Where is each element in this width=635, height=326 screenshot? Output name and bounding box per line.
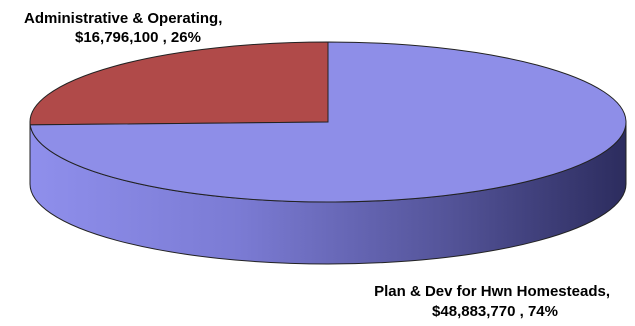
slice-label-admin-line1: Administrative & Operating, [24, 10, 222, 27]
slice-admin-operating [29, 41, 329, 126]
slice-label-admin-line2: $16,796,100 , 26% [75, 29, 201, 46]
slice-plan-dev [29, 41, 627, 203]
slice-label-plan-line1: Plan & Dev for Hwn Homesteads, [374, 283, 610, 300]
slice-label-plan-line2: $48,883,770 , 74% [432, 303, 558, 320]
